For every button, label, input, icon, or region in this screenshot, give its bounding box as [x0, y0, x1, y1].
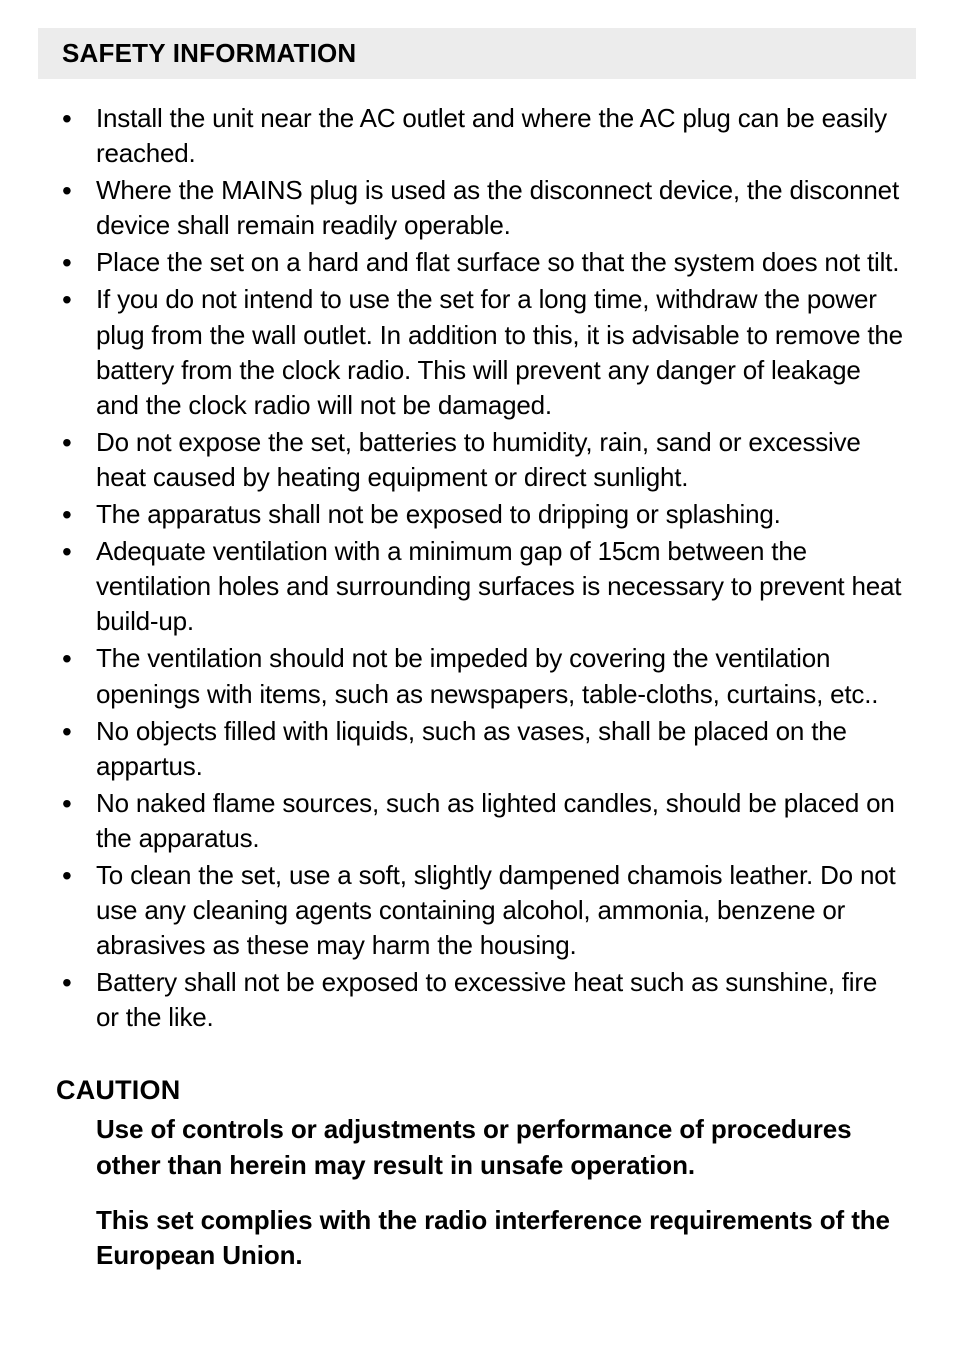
list-item: No naked flame sources, such as lighted …	[56, 786, 906, 856]
caution-block: CAUTION Use of controls or adjustments o…	[38, 1075, 916, 1272]
list-item: Adequate ventilation with a minimum gap …	[56, 534, 906, 639]
safety-section-header: SAFETY INFORMATION	[38, 28, 916, 79]
caution-paragraph: This set complies with the radio interfe…	[56, 1203, 898, 1273]
list-item: To clean the set, use a soft, slightly d…	[56, 858, 906, 963]
list-item: If you do not intend to use the set for …	[56, 282, 906, 422]
list-item: Where the MAINS plug is used as the disc…	[56, 173, 906, 243]
list-item: Install the unit near the AC outlet and …	[56, 101, 906, 171]
caution-heading: CAUTION	[56, 1075, 898, 1106]
list-item: No objects filled with liquids, such as …	[56, 714, 906, 784]
caution-paragraph: Use of controls or adjustments or perfor…	[56, 1112, 898, 1182]
list-item: Battery shall not be exposed to excessiv…	[56, 965, 906, 1035]
list-item: Do not expose the set, batteries to humi…	[56, 425, 906, 495]
safety-bullet-list: Install the unit near the AC outlet and …	[38, 101, 916, 1035]
list-item: The ventilation should not be impeded by…	[56, 641, 906, 711]
list-item: Place the set on a hard and flat surface…	[56, 245, 906, 280]
list-item: The apparatus shall not be exposed to dr…	[56, 497, 906, 532]
